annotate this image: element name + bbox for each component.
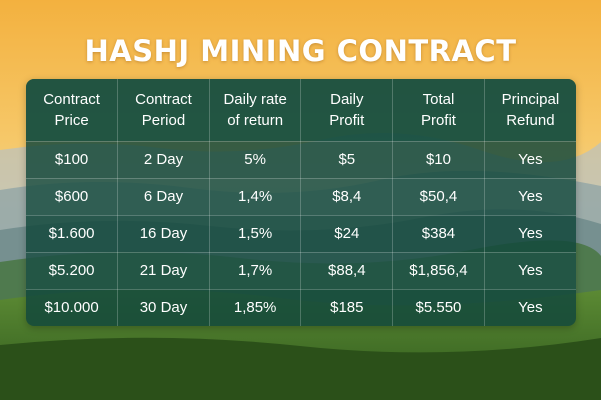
page-title: HASHJ MINING CONTRACT [84,34,517,68]
cell-daily-profit: $5 [300,141,394,179]
contract-table: Contract Price Contract Period Daily rate o… [26,79,576,326]
cell-daily-profit: $24 [300,215,394,253]
cell-refund: Yes [518,299,543,317]
cell-period: 2 Day [117,141,210,179]
cell-refund: Yes [484,178,576,216]
table-header-row: Contract Price Contract Period Daily rate o… [26,79,576,142]
cell-price: $5.200 [26,252,119,290]
cell-daily-profit: $88,4 [300,252,394,290]
cell-daily-rate: 1,85% [209,289,302,326]
cell-daily-profit: $185 [300,289,394,326]
cell-period: 21 Day [117,252,210,290]
header-total-profit: Total Profit [392,79,485,142]
table-row: $10.000 30 Day 1,85% $185 $5.550 Yes [26,289,576,326]
cell-refund: Yes [484,252,576,290]
cell-daily-rate: 1,7% [209,252,302,290]
cell-period: 6 Day [117,178,210,216]
cell-total-profit: $5.550 [392,289,485,326]
header-daily-profit: Daily Profit [300,79,394,142]
contract-table-panel: Contract Price Contract Period Daily rate o… [26,79,576,326]
header-principal-refund: Principal Refund [484,79,576,142]
table-row: $100 2 Day 5% $5 $10 Yes [26,141,576,179]
cell-period: 30 Day [117,289,210,326]
cell-total-profit: $50,4 [392,178,485,216]
cell-total-profit: $384 [392,215,485,253]
cell-price: $600 [26,178,119,216]
cell-refund: Yes [484,141,576,179]
cell-price: $100 [26,141,119,179]
cell-price: $1.600 [26,215,119,253]
cell-daily-rate: 1,5% [209,215,302,253]
cell-daily-rate: 5% [209,141,302,179]
cell-total-profit: $1,856,4 [392,252,485,290]
cell-refund: Yes [484,215,576,253]
table-row: $1.600 16 Day 1,5% $24 $384 Yes [26,215,576,253]
cell-total-profit: $10 [392,141,485,179]
cell-daily-profit: $8,4 [300,178,394,216]
header-daily-rate: Daily rate of return [209,79,302,142]
header-contract-price: Contract Price [26,79,119,142]
cell-period: 16 Day [117,215,210,253]
header-contract-period: Contract Period [117,79,210,142]
cell-daily-rate: 1,4% [209,178,302,216]
cell-price: $10.000 [26,289,119,326]
table-row: $600 6 Day 1,4% $8,4 $50,4 Yes [26,178,576,216]
table-row: $5.200 21 Day 1,7% $88,4 $1,856,4 Yes [26,252,576,290]
